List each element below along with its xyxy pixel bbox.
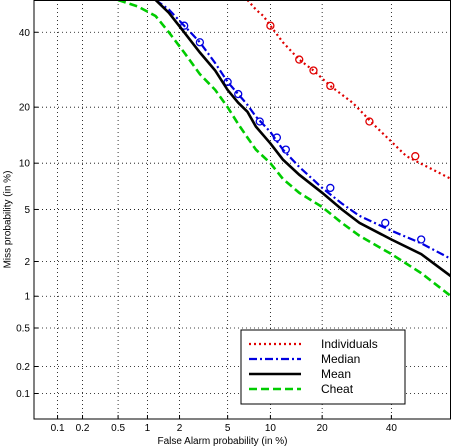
x-tick-label-5: 5 — [225, 423, 231, 434]
legend-label-cheat: Cheat — [321, 382, 354, 396]
legend-label-individuals: Individuals — [321, 337, 378, 351]
series-median — [154, 0, 451, 260]
x-tick-label-3: 1 — [145, 423, 151, 434]
legend-box — [240, 329, 406, 405]
y-tick-label-8: 40 — [19, 28, 31, 39]
series-marker-individuals-5 — [411, 152, 420, 161]
series-line-cheat — [117, 0, 451, 298]
series-marker-individuals-4 — [365, 117, 374, 126]
y-tick-label-2: 0.5 — [16, 323, 30, 334]
y-tick-label-6: 10 — [19, 159, 31, 170]
series-marker-individuals-1 — [295, 55, 304, 64]
x-tick-label-2: 0.5 — [111, 423, 125, 434]
series-marker-median-5 — [272, 133, 282, 142]
series-marker-individuals-2 — [309, 66, 318, 75]
series-line-individuals — [246, 0, 451, 180]
y-tick-label-7: 20 — [19, 103, 31, 114]
x-tick-label-0: 0.1 — [51, 423, 65, 434]
series-marker-median-1 — [195, 38, 205, 47]
series-marker-individuals-0 — [266, 21, 275, 30]
series-layer — [117, 0, 451, 298]
series-individuals — [246, 0, 451, 180]
x-axis-label: False Alarm probability (in %) — [157, 436, 287, 447]
series-marker-median-2 — [223, 77, 232, 87]
series-marker-median-7 — [326, 183, 335, 193]
y-tick-label-4: 2 — [24, 257, 30, 268]
y-tick-label-1: 0.2 — [16, 362, 30, 373]
series-line-median — [154, 0, 451, 260]
legend-label-mean: Mean — [321, 367, 351, 381]
series-marker-median-8 — [381, 218, 390, 228]
y-axis-label: Miss probability (in %) — [3, 171, 14, 269]
series-marker-median-4 — [255, 117, 264, 126]
series-line-mean — [154, 0, 451, 278]
x-tick-label-6: 10 — [265, 423, 277, 434]
x-tick-label-4: 2 — [177, 423, 183, 434]
series-marker-median-3 — [234, 89, 243, 99]
x-tick-label-8: 40 — [386, 423, 398, 434]
y-tick-label-0: 0.1 — [16, 389, 30, 400]
series-marker-median-9 — [417, 235, 426, 244]
series-marker-median-0 — [180, 21, 189, 30]
y-tick-label-3: 1 — [24, 292, 30, 303]
series-marker-median-6 — [281, 145, 290, 154]
legend-label-median: Median — [321, 352, 360, 366]
y-tick-label-5: 5 — [24, 205, 30, 216]
series-marker-individuals-3 — [326, 81, 335, 91]
series-cheat — [117, 0, 451, 298]
series-mean — [154, 0, 451, 278]
tick-labels: 0.1 0.2 0.5 1 2 5 10 20 40 0.1 0.2 0.5 1 2 5 10 20 40 — [16, 28, 397, 434]
x-tick-label-1: 0.2 — [76, 423, 90, 434]
x-tick-label-7: 20 — [317, 423, 329, 434]
